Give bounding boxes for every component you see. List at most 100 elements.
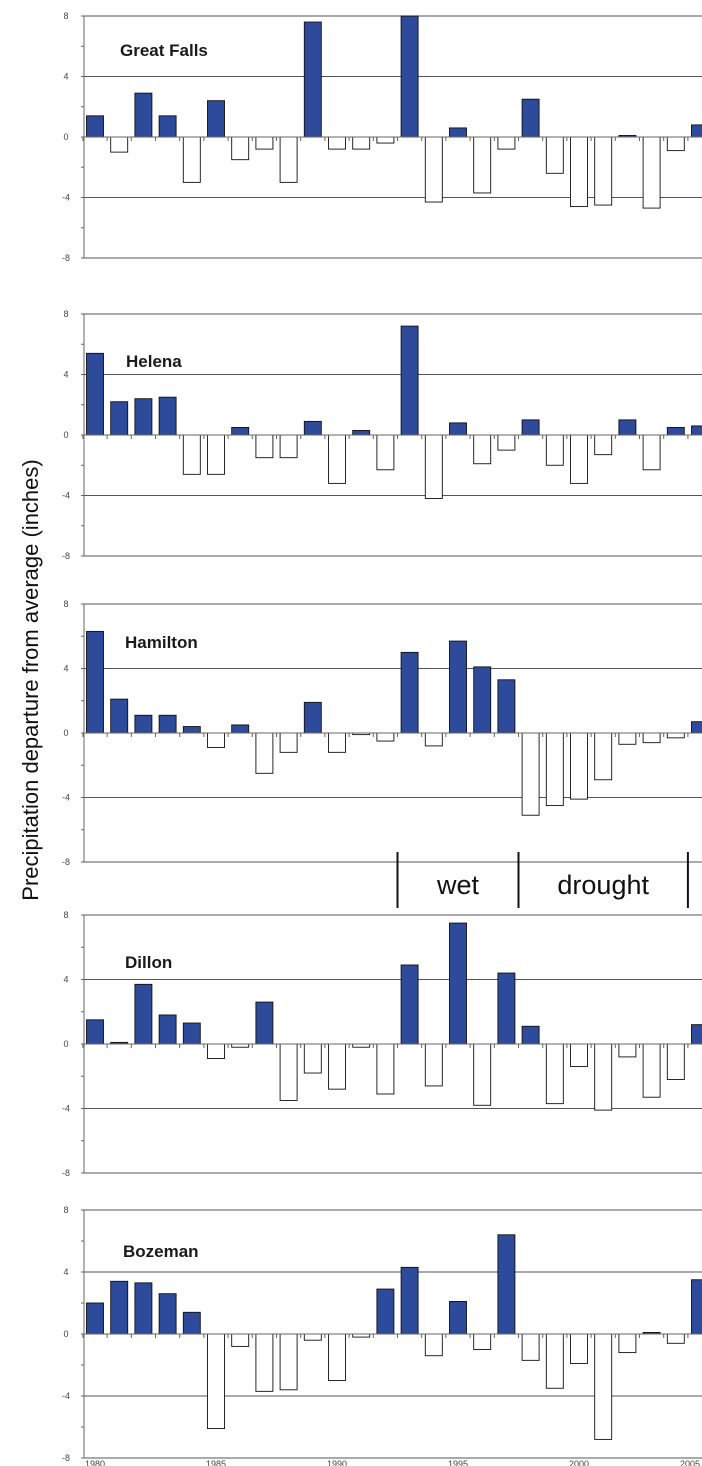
bar-helena-1987: [255, 434, 274, 459]
bar-dillon-2003: [642, 1043, 661, 1098]
bar-hamilton-2005: [691, 721, 702, 734]
period-annotations: wet drought: [396, 852, 689, 908]
bar-dillon-1990: [328, 1043, 346, 1090]
bar-helena-2005: [691, 425, 702, 436]
bar-great-falls-1999: [545, 136, 564, 174]
bar-helena-1986: [231, 426, 250, 436]
bar-bozeman-1996: [473, 1333, 492, 1350]
bar-helena-1997: [497, 434, 516, 451]
bar-great-falls-1995: [449, 127, 467, 138]
bar-helena-1995: [449, 422, 467, 436]
bar-helena-2004: [666, 426, 685, 436]
bar-bozeman-1989: [303, 1333, 322, 1341]
chart-panel-dillon: 8 4 0 -4 -8 Dillon: [62, 910, 702, 1178]
bar-hamilton-1981: [110, 698, 129, 734]
x-tick-label: 1995: [448, 1459, 468, 1466]
y-axis-title: Precipitation departure from average (in…: [18, 459, 43, 900]
bar-helena-1980: [86, 352, 104, 436]
bar-hamilton-2001: [594, 732, 613, 781]
station-title: Dillon: [125, 953, 172, 972]
bar-bozeman-1983: [158, 1293, 177, 1335]
bar-dillon-2000: [570, 1043, 588, 1068]
bar-hamilton-1992: [376, 732, 395, 742]
bar-hamilton-1987: [255, 732, 274, 774]
bar-great-falls-1992: [376, 136, 395, 144]
y-tick-label: 8: [63, 1205, 68, 1215]
bar-great-falls-2000: [570, 136, 588, 208]
bar-bozeman-1992: [376, 1288, 395, 1335]
bar-helena-1993: [400, 325, 419, 436]
x-tick-label: 2000: [569, 1459, 589, 1466]
bar-helena-1994: [424, 434, 443, 499]
bar-helena-1999: [545, 434, 564, 466]
bar-dillon-1992: [376, 1043, 395, 1095]
bar-dillon-2004: [666, 1043, 685, 1080]
bar-great-falls-1986: [231, 136, 250, 161]
bar-great-falls-1987: [255, 136, 274, 150]
bar-great-falls-1980: [86, 115, 104, 138]
y-tick-label: 4: [63, 1267, 68, 1277]
bar-bozeman-2004: [666, 1333, 685, 1344]
bar-dillon-1989: [303, 1043, 322, 1074]
bar-hamilton-1999: [545, 732, 564, 807]
bar-great-falls-1984: [182, 136, 201, 183]
bar-great-falls-1982: [134, 92, 153, 138]
bar-bozeman-1987: [255, 1333, 274, 1392]
bar-great-falls-1983: [158, 115, 177, 138]
bar-great-falls-1985: [207, 100, 225, 138]
bar-great-falls-1997: [497, 136, 516, 150]
period-label-wet: wet: [436, 870, 480, 900]
bar-bozeman-1993: [400, 1266, 419, 1335]
bar-great-falls-1994: [424, 136, 443, 203]
bar-bozeman-2002: [618, 1333, 637, 1354]
y-tick-label: 4: [63, 72, 68, 82]
bar-hamilton-2004: [666, 732, 685, 739]
bar-great-falls-1993: [400, 15, 419, 138]
bar-bozeman-2001: [594, 1333, 613, 1440]
bar-bozeman-1988: [279, 1333, 298, 1391]
bar-hamilton-2003: [642, 732, 661, 744]
chart-panel-hamilton: 8 4 0 -4 -8 Hamilton: [62, 599, 702, 867]
bar-great-falls-1989: [303, 21, 322, 138]
bar-great-falls-1998: [521, 98, 540, 138]
chart-panel-great-falls: 8 4 0 -4 -8 Great Falls: [62, 11, 702, 263]
bar-helena-2003: [642, 434, 661, 471]
x-tick-label: 2005: [680, 1459, 700, 1466]
bar-bozeman-1980: [86, 1302, 104, 1335]
bar-dillon-1997: [497, 972, 516, 1045]
chart-panel-helena: 8 4 0 -4 -8 Helena: [62, 309, 702, 561]
bar-dillon-1999: [545, 1043, 564, 1105]
y-tick-label: 0: [63, 430, 68, 440]
bar-dillon-1996: [473, 1043, 492, 1106]
bar-helena-1990: [328, 434, 346, 484]
bar-hamilton-1982: [134, 714, 153, 734]
bar-bozeman-1986: [231, 1333, 250, 1347]
bar-great-falls-1988: [279, 136, 298, 183]
station-title: Hamilton: [125, 633, 198, 652]
y-tick-label: 8: [63, 599, 68, 609]
bar-bozeman-1985: [207, 1333, 225, 1430]
bar-bozeman-2000: [570, 1333, 588, 1364]
station-title: Bozeman: [123, 1242, 199, 1261]
bar-dillon-1998: [521, 1025, 540, 1045]
y-tick-label: -4: [62, 491, 70, 501]
bar-bozeman-1994: [424, 1333, 443, 1357]
bar-great-falls-2003: [642, 136, 661, 209]
bar-helena-1985: [207, 434, 225, 475]
bar-dillon-2005: [691, 1024, 702, 1045]
bar-helena-1998: [521, 419, 540, 436]
bar-bozeman-2005: [691, 1279, 702, 1335]
bar-helena-1992: [376, 434, 395, 471]
bar-bozeman-1999: [545, 1333, 564, 1389]
y-tick-label: -8: [62, 857, 70, 867]
bar-dillon-1988: [279, 1043, 298, 1101]
bar-helena-1982: [134, 398, 153, 436]
bar-great-falls-2005: [691, 124, 702, 138]
y-tick-label: -4: [62, 1391, 70, 1401]
bar-great-falls-2004: [666, 136, 685, 152]
y-tick-label: 0: [63, 728, 68, 738]
bar-helena-1996: [473, 434, 492, 465]
bar-hamilton-1998: [521, 732, 540, 816]
bar-hamilton-1996: [473, 666, 492, 734]
